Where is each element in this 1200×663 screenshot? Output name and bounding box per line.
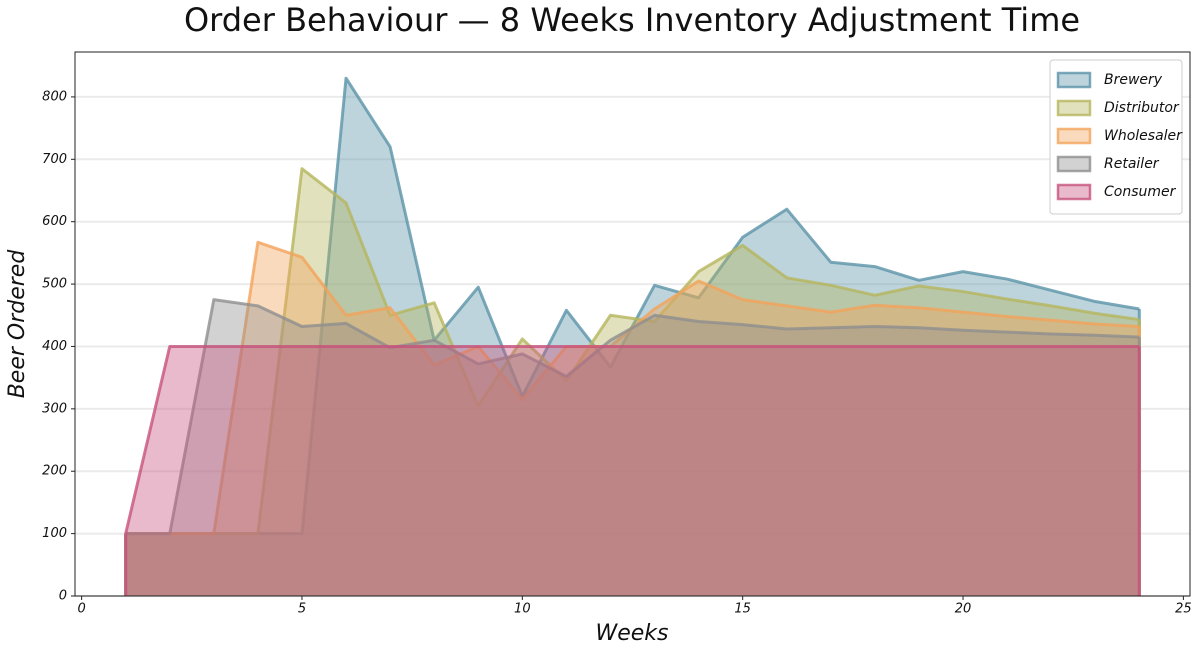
legend-label: Brewery [1104, 72, 1163, 88]
legend-label: Retailer [1104, 156, 1160, 172]
y-tick-label: 600 [42, 214, 67, 229]
area [125, 299, 1140, 596]
x-tick-label: 0 [77, 602, 85, 617]
area-edge [124, 346, 1141, 596]
x-tick-label: 5 [298, 602, 306, 617]
area [125, 346, 1140, 596]
x-tick-label: 25 [1175, 602, 1192, 617]
area-line [125, 167, 1140, 536]
y-tick-label: 0 [59, 589, 67, 604]
legend: Brewery Distributor Wholesaler Retailer Cons… [1049, 59, 1183, 215]
y-tick-label: 800 [42, 89, 67, 104]
area [125, 242, 1140, 597]
x-axis-label: Weeks [595, 621, 668, 646]
legend-swatch [1056, 183, 1092, 201]
area-line [124, 344, 1140, 534]
y-axis-label: Beer Ordered [5, 249, 30, 399]
legend-label: Consumer [1104, 184, 1177, 200]
x-tick-label: 15 [734, 602, 751, 617]
legend-swatch [1056, 71, 1092, 89]
x-tick-label: 20 [955, 602, 972, 617]
legend-label: Wholesaler [1104, 128, 1183, 144]
legend-swatch [1056, 155, 1092, 173]
y-tick-label: 500 [42, 277, 67, 292]
legend-box [1049, 59, 1183, 215]
area [125, 78, 1140, 596]
chart-title: Order Behaviour — 8 Weeks Inventory Adju… [184, 1, 1080, 39]
y-tick-label: 300 [42, 401, 67, 416]
legend-swatch [1056, 99, 1092, 117]
plot-frame [74, 51, 1191, 597]
x-tick-label: 10 [514, 602, 531, 617]
legend-label: Distributor [1104, 100, 1180, 116]
area-line [125, 298, 1140, 536]
y-tick-label: 200 [42, 464, 67, 479]
y-tick-label: 400 [42, 339, 67, 354]
legend-swatch [1056, 127, 1092, 145]
y-tick-label: 100 [42, 526, 67, 541]
y-tick-label: 700 [42, 152, 67, 167]
area [125, 168, 1140, 596]
